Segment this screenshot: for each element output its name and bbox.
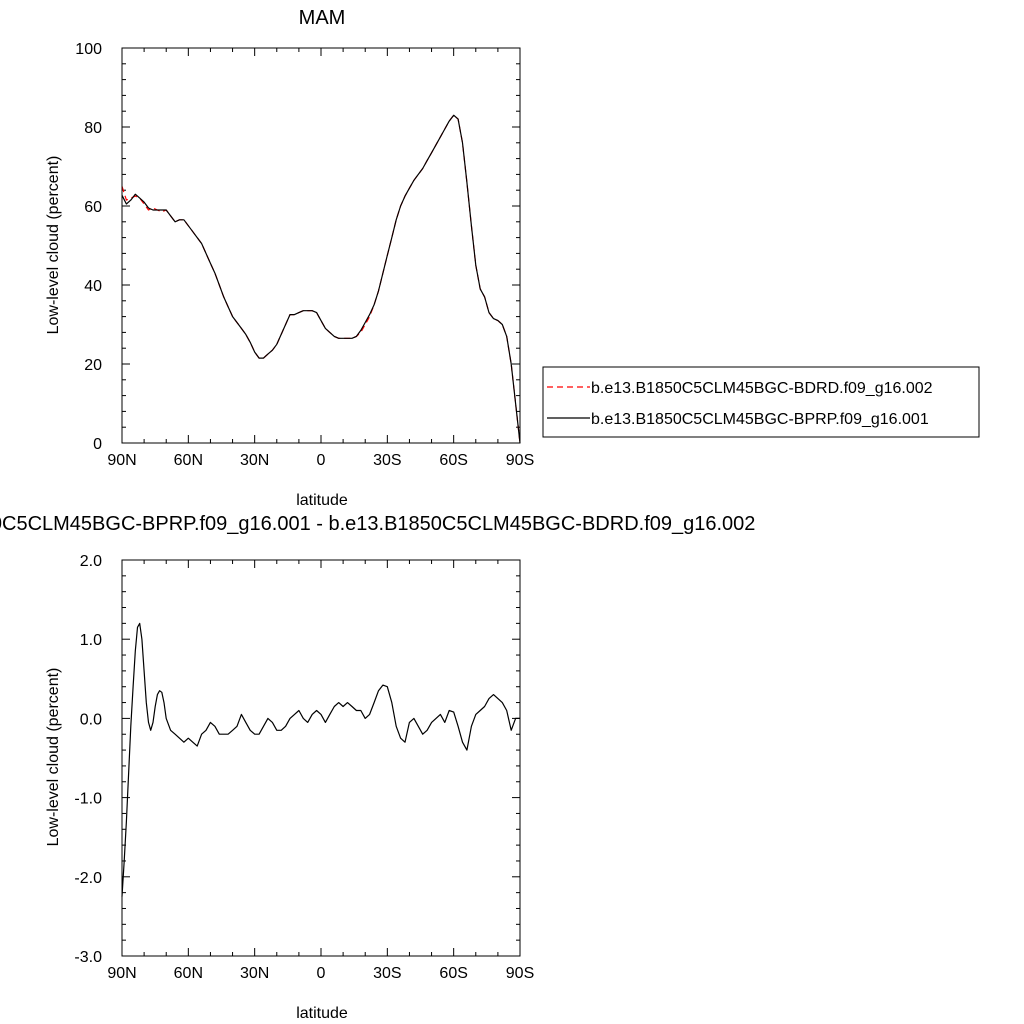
bottom-x-tick-label: 90N <box>107 965 136 982</box>
bottom-x-tick-label: 60S <box>439 965 467 982</box>
bottom-y-tick-label: 0.0 <box>80 711 102 728</box>
bottom-chart-x-axis-label: latitude <box>296 1005 348 1022</box>
top-x-tick-label: 30N <box>240 452 269 469</box>
legend-entry-bprp: b.e13.B1850C5CLM45BGC-BPRP.f09_g16.001 <box>591 411 929 428</box>
top-chart-y-axis-label: Low-level cloud (percent) <box>45 156 62 335</box>
top-chart-ticks: 90N 60N 30N 0 30S 60S 90S 0 20 40 60 80 100 <box>75 41 534 469</box>
bottom-series-line-0 <box>121 622 520 897</box>
top-x-tick-label: 60N <box>174 452 203 469</box>
top-x-tick-label: 90N <box>107 452 136 469</box>
top-x-tick-label: 0 <box>317 452 326 469</box>
top-y-tick-label: 0 <box>93 436 102 453</box>
bottom-x-tick-label: 30S <box>373 965 401 982</box>
bottom-y-tick-label: 1.0 <box>80 632 102 649</box>
bottom-chart-frame <box>121 559 521 957</box>
top-y-tick-label: 40 <box>84 278 102 295</box>
top-y-tick-label: 60 <box>84 199 102 216</box>
top-chart-series <box>121 114 521 444</box>
bottom-y-tick-label: -3.0 <box>74 949 102 966</box>
bottom-x-tick-label: 0 <box>317 965 326 982</box>
top-x-tick-label: 90S <box>506 452 534 469</box>
bottom-chart-y-axis-label: Low-level cloud (percent) <box>45 668 62 847</box>
mean-cloud-panel: MAM Low-level cloud (percent) latitude 9… <box>45 7 534 509</box>
bottom-x-tick-label: 30N <box>240 965 269 982</box>
top-x-tick-label: 60S <box>439 452 467 469</box>
top-y-tick-label: 100 <box>75 41 102 58</box>
bottom-y-tick-label: -1.0 <box>74 791 102 808</box>
bottom-y-tick-label: 2.0 <box>80 553 102 570</box>
bottom-y-tick-label: -2.0 <box>74 870 102 887</box>
legend: b.e13.B1850C5CLM45BGC-BDRD.f09_g16.002 b… <box>542 366 980 438</box>
top-y-tick-label: 20 <box>84 357 102 374</box>
legend-entry-bdrd: b.e13.B1850C5CLM45BGC-BDRD.f09_g16.002 <box>591 380 933 397</box>
top-y-tick-label: 80 <box>84 120 102 137</box>
difference-panel: b.e13.B1850C5CLM45BGC-BPRP.f09_g16.001 -… <box>0 513 755 1022</box>
bottom-x-tick-label: 90S <box>506 965 534 982</box>
legend-box <box>542 366 980 438</box>
bottom-chart-title: b.e13.B1850C5CLM45BGC-BPRP.f09_g16.001 -… <box>0 513 755 535</box>
top-chart-x-axis-label: latitude <box>296 492 348 509</box>
bottom-chart-series <box>121 622 520 897</box>
top-chart-frame <box>121 47 521 444</box>
top-x-tick-label: 30S <box>373 452 401 469</box>
bottom-x-tick-label: 60N <box>174 965 203 982</box>
top-chart-title: MAM <box>299 7 346 29</box>
top-series-line-1 <box>121 114 521 444</box>
